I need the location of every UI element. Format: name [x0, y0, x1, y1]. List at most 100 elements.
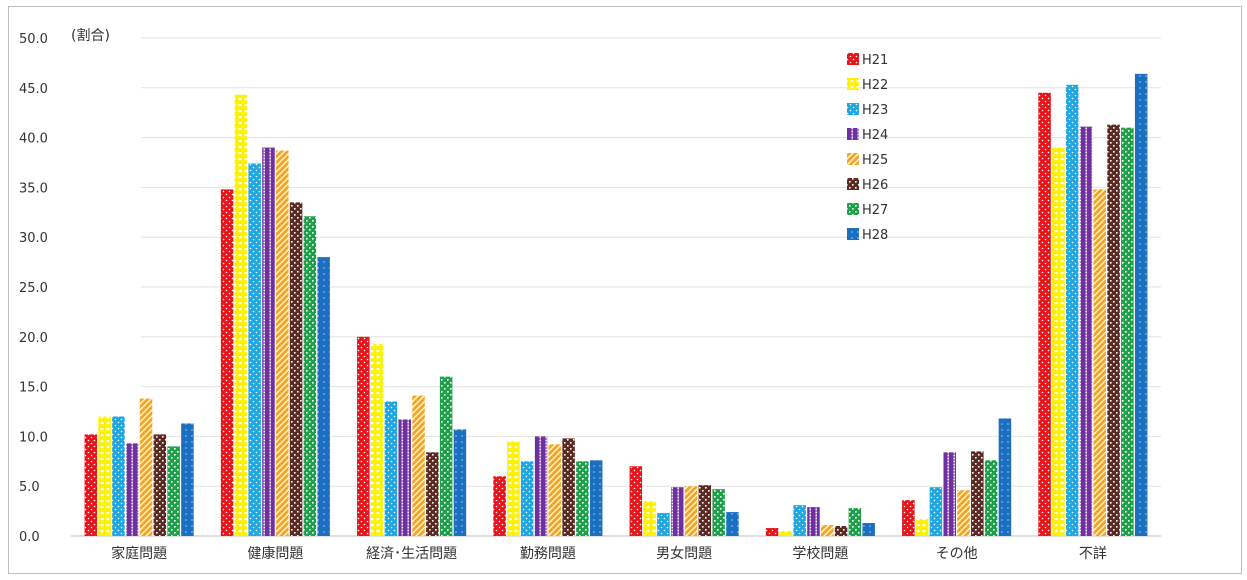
gridlines: [71, 37, 1161, 537]
y-tick-label: 30.0: [19, 231, 48, 246]
bar-H22-4: [643, 501, 656, 536]
y-tick-label: 40.0: [19, 132, 48, 147]
bar-H25-4: [684, 486, 698, 536]
x-tick-label: 学校問題: [792, 545, 848, 562]
x-axis: 家庭問題 健康問題 経済･生活問題 勤務問題 男女問題 学校問題 その他 不詳: [111, 545, 1107, 562]
bar-H22-3: [507, 441, 520, 536]
bar-H24-5: [807, 507, 820, 536]
x-tick-label: 男女問題: [656, 545, 712, 562]
legend-swatch-H21: [847, 53, 859, 65]
bar-H26-0: [153, 434, 167, 536]
bar-H26-5: [834, 526, 848, 536]
bar-H25-6: [957, 490, 970, 536]
y-tick-label: 45.0: [19, 82, 48, 97]
bar-H22-5: [779, 531, 793, 536]
chart-frame: 0.0 5.0 10.0 15.0 20.0 25.0 30.0 35.0 40.0 45.0 50…: [8, 6, 1242, 574]
bar-H28-5: [862, 523, 875, 536]
legend-swatch-H24: [847, 128, 859, 140]
bar-H27-0: [167, 446, 180, 536]
bar-H27-1: [303, 216, 317, 536]
x-tick-label: 家庭問題: [111, 545, 167, 562]
legend-swatch-H27: [847, 203, 859, 215]
unit-label: (割合): [71, 27, 110, 44]
legend-swatch-H28: [847, 228, 859, 240]
legend-swatch-H23: [847, 103, 859, 115]
bar-H24-7: [1079, 126, 1093, 537]
legend-swatch-H22: [847, 78, 859, 90]
x-tick-label: 勤務問題: [520, 546, 576, 562]
bar-H28-6: [998, 418, 1012, 536]
bar-H22-0: [98, 416, 111, 536]
bar-H28-1: [317, 257, 330, 536]
bar-H22-6: [915, 519, 929, 536]
bar-H23-2: [384, 401, 398, 536]
y-tick-label: 5.0: [19, 480, 40, 495]
bar-H24-2: [398, 419, 411, 536]
legend-label-H21: H21: [862, 53, 888, 68]
legend-swatch-H26: [847, 178, 859, 190]
bar-H25-1: [276, 150, 289, 536]
legend-label-H23: H23: [862, 103, 888, 118]
bar-H25-0: [139, 398, 153, 536]
bar-H27-7: [1121, 127, 1134, 536]
x-tick-label: その他: [936, 546, 978, 562]
y-tick-label: 15.0: [19, 381, 48, 396]
bars: [84, 73, 1148, 537]
y-axis: 0.0 5.0 10.0 15.0 20.0 25.0 30.0 35.0 40.0 45.0 50…: [19, 32, 48, 545]
bar-H21-6: [902, 500, 915, 536]
bar-H26-2: [426, 452, 439, 536]
bar-H23-0: [112, 416, 125, 536]
legend: H21 H22 H23 H24 H25 H26 H27 H28: [847, 53, 888, 243]
bar-H21-5: [765, 528, 779, 536]
bar-H26-4: [698, 485, 712, 536]
y-tick-label: 10.0: [19, 430, 48, 445]
bar-H23-4: [657, 513, 670, 536]
bar-H26-6: [971, 451, 984, 536]
legend-swatch-H25: [847, 153, 859, 165]
bar-H27-2: [439, 376, 453, 536]
bar-H26-1: [289, 202, 303, 536]
legend-label-H22: H22: [862, 78, 888, 93]
legend-label-H28: H28: [862, 228, 888, 243]
bar-H25-3: [548, 444, 562, 536]
bar-H23-7: [1065, 84, 1079, 536]
bar-H24-0: [125, 443, 139, 536]
legend-label-H25: H25: [862, 153, 888, 168]
bar-H21-4: [629, 466, 643, 536]
bar-H23-6: [929, 487, 943, 536]
bar-H24-3: [534, 436, 548, 536]
bar-H27-5: [848, 508, 862, 536]
bar-H21-2: [357, 336, 370, 536]
bar-H27-3: [576, 461, 589, 536]
bar-H28-2: [453, 429, 467, 536]
y-tick-label: 50.0: [19, 32, 48, 47]
bar-H22-1: [234, 94, 248, 536]
y-tick-label: 25.0: [19, 281, 48, 296]
bar-H25-5: [821, 525, 834, 536]
bar-H22-2: [370, 343, 384, 536]
legend-label-H27: H27: [862, 203, 888, 218]
bar-H25-7: [1093, 189, 1107, 536]
bar-H23-1: [248, 163, 261, 536]
x-tick-label: 健康問題: [247, 545, 303, 562]
legend-label-H26: H26: [862, 178, 888, 193]
bar-chart: 0.0 5.0 10.0 15.0 20.0 25.0 30.0 35.0 40.0 45.0 50…: [19, 27, 1161, 562]
bar-H21-1: [220, 189, 234, 536]
bar-H28-0: [181, 423, 194, 536]
bar-H25-2: [412, 395, 425, 536]
bar-H24-4: [670, 487, 684, 536]
bar-H23-3: [520, 461, 534, 536]
legend-label-H24: H24: [862, 128, 888, 143]
bar-H22-7: [1052, 147, 1065, 536]
bar-H26-7: [1107, 124, 1120, 536]
bar-H21-7: [1038, 92, 1051, 536]
bar-H21-3: [493, 476, 506, 536]
bar-H28-7: [1134, 73, 1148, 536]
bar-H24-1: [262, 147, 275, 536]
y-tick-label: 35.0: [19, 181, 48, 196]
bar-H27-4: [712, 489, 725, 536]
bar-H28-3: [589, 460, 603, 536]
bar-H27-6: [984, 460, 998, 536]
bar-H21-0: [84, 434, 98, 536]
bar-H26-3: [562, 438, 575, 536]
